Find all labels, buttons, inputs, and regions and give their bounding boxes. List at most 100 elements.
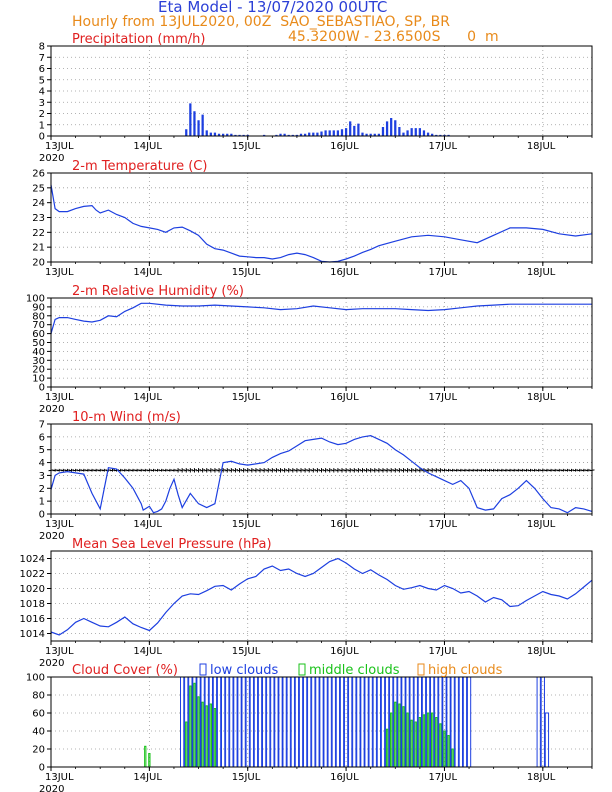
x-tick-label: 17JUL bbox=[428, 267, 457, 278]
wind-direction-barb bbox=[73, 468, 79, 472]
middle-cloud-bar bbox=[439, 723, 442, 768]
wind-direction-barb bbox=[302, 468, 308, 473]
panel-cloud: 0 20 40 60 80 100 13JUL 14JUL 15JUL 16JUL 17JUL 18J… bbox=[26, 663, 593, 792]
wind-direction-barb bbox=[183, 468, 189, 473]
y-tick-label: 6 bbox=[39, 64, 45, 75]
precip-bar bbox=[299, 133, 303, 136]
middle-cloud-bar bbox=[148, 753, 151, 768]
wind-direction-barb bbox=[318, 468, 325, 473]
wind-direction-barb bbox=[236, 468, 243, 473]
y-tick-label: 0 bbox=[39, 383, 45, 394]
wind-direction-barb bbox=[171, 468, 177, 472]
rh-series-line bbox=[50, 302, 592, 334]
middle-cloud-bar bbox=[418, 717, 422, 768]
y-tick-label: 20 bbox=[32, 745, 45, 756]
precip-bar bbox=[394, 120, 397, 136]
middle-cloud-bar bbox=[398, 703, 401, 768]
low-cloud-bar bbox=[397, 676, 402, 768]
precip-bar bbox=[222, 133, 225, 136]
wind-direction-barb bbox=[101, 468, 107, 472]
y-tick-label: 26 bbox=[32, 169, 45, 180]
wind-direction-barb bbox=[486, 468, 493, 472]
precip-bar bbox=[422, 130, 426, 136]
low-cloud-bar bbox=[454, 676, 459, 768]
precip-bar bbox=[340, 129, 344, 136]
low-cloud-bar bbox=[544, 712, 550, 768]
y-tick-label: 5 bbox=[39, 445, 45, 456]
middle-cloud-bar bbox=[414, 721, 417, 768]
wind-direction-barb bbox=[212, 468, 218, 473]
wind-direction-barb bbox=[68, 468, 75, 472]
wind-direction-barb bbox=[355, 468, 362, 473]
x-tick-label: 18JUL bbox=[527, 267, 556, 278]
x-year-label: 2020 bbox=[39, 531, 64, 542]
wind-direction-barb bbox=[454, 468, 460, 472]
wind-direction-barb bbox=[527, 468, 534, 472]
wind-direction-barb bbox=[499, 468, 505, 472]
low-cloud-bar bbox=[356, 676, 361, 768]
precip-bar bbox=[336, 130, 340, 136]
wind-direction-barb bbox=[339, 468, 345, 473]
wind-direction-barb bbox=[376, 468, 382, 473]
middle-cloud-bar bbox=[189, 685, 192, 768]
x-tick-label: 16JUL bbox=[330, 141, 359, 152]
low-cloud-bar bbox=[462, 676, 468, 768]
wind-direction-barb bbox=[359, 468, 366, 473]
y-tick-label: 60 bbox=[32, 329, 45, 340]
wind-direction-barb bbox=[109, 468, 116, 472]
low-cloud-bar bbox=[348, 676, 353, 768]
legend-label-middle: middle clouds bbox=[309, 663, 400, 678]
wind-direction-barb bbox=[241, 468, 247, 473]
y-tick-label: 100 bbox=[26, 673, 45, 684]
station-coordinates: 45.3200W - 23.6500S 0 m bbox=[288, 29, 499, 45]
precip-bar bbox=[414, 128, 417, 136]
low-cloud-bar bbox=[192, 676, 197, 768]
low-cloud-bar bbox=[331, 676, 336, 768]
precip-bar bbox=[189, 103, 192, 136]
precip-bar bbox=[431, 133, 434, 136]
wind-direction-barb bbox=[417, 468, 423, 473]
wind-direction-barb bbox=[544, 468, 550, 472]
low-cloud-bar bbox=[380, 676, 386, 768]
low-cloud-bar bbox=[257, 676, 263, 768]
precip-bar bbox=[369, 133, 372, 136]
x-tick-label: 18JUL bbox=[527, 392, 556, 403]
middle-cloud-bar bbox=[410, 719, 413, 768]
wind-direction-barb bbox=[249, 468, 255, 473]
precip-bar bbox=[410, 128, 413, 136]
y-tick-label: 90 bbox=[32, 302, 45, 313]
precip-bar bbox=[443, 134, 446, 136]
low-cloud-bar bbox=[409, 676, 414, 768]
x-tick-label: 17JUL bbox=[428, 392, 457, 403]
low-cloud-bar bbox=[364, 676, 369, 768]
x-tick-label: 14JUL bbox=[133, 519, 162, 530]
wind-direction-barb bbox=[552, 468, 558, 472]
wind-direction-barb bbox=[142, 468, 148, 472]
y-tick-label: 23 bbox=[32, 213, 45, 224]
wind-direction-barb bbox=[548, 468, 554, 472]
wind-direction-barb bbox=[150, 468, 157, 472]
low-cloud-bar bbox=[253, 676, 259, 768]
x-tick-label: 15JUL bbox=[232, 267, 261, 278]
legend-swatch-low bbox=[199, 663, 207, 676]
middle-cloud-bar bbox=[213, 708, 217, 768]
panel-title-precip: Precipitation (mm/h) bbox=[72, 32, 205, 47]
wind-direction-barb bbox=[265, 468, 271, 473]
y-tick-label: 1020 bbox=[20, 584, 45, 595]
low-cloud-bar bbox=[360, 676, 365, 768]
wind-direction-barb bbox=[540, 468, 546, 472]
y-tick-label: 25 bbox=[32, 183, 45, 194]
wind-direction-barb bbox=[327, 468, 333, 473]
low-cloud-bar bbox=[270, 676, 275, 768]
middle-cloud-bar bbox=[193, 682, 196, 768]
wind-direction-barb bbox=[81, 468, 87, 472]
precip-bar bbox=[390, 118, 393, 136]
wind-direction-barb bbox=[470, 468, 476, 472]
middle-cloud-bar bbox=[205, 705, 208, 768]
wind-direction-barb bbox=[491, 468, 497, 472]
y-tick-label: 60 bbox=[32, 709, 45, 720]
precip-bar bbox=[291, 134, 294, 136]
wind-series-line bbox=[50, 434, 593, 514]
wind-direction-barb bbox=[208, 468, 214, 473]
